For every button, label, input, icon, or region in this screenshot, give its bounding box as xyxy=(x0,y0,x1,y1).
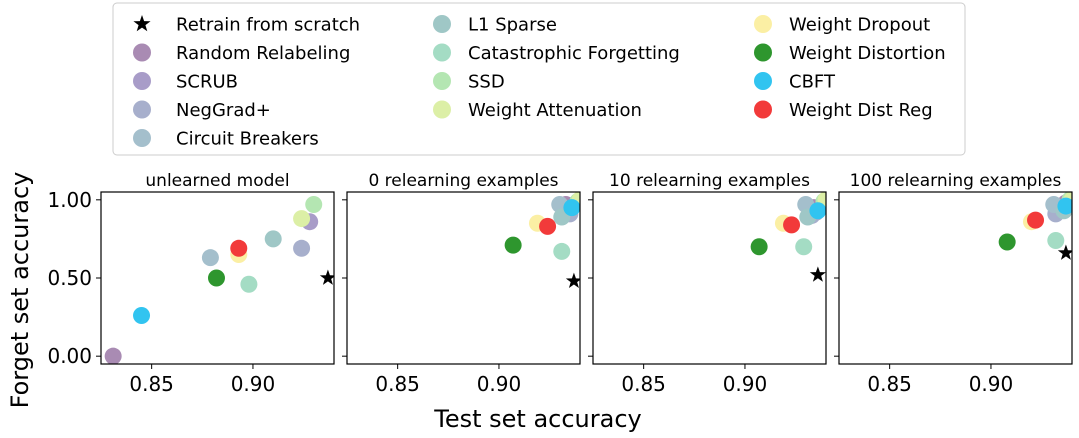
point-neggrad xyxy=(293,239,311,257)
legend-marker xyxy=(133,129,151,147)
point-weight-distortion xyxy=(750,238,768,256)
y-axis-label: Forget set accuracy xyxy=(6,172,34,409)
panel-title: 0 relearning examples xyxy=(368,171,558,191)
point-cbft xyxy=(1057,197,1072,215)
legend-item-retrain-from-scratch: Retrain from scratch xyxy=(133,15,360,36)
point-cbft xyxy=(133,307,151,325)
y-tick-label: 0.00 xyxy=(47,344,92,368)
panel-title: 10 relearning examples xyxy=(609,171,810,191)
point-weight-dist-reg xyxy=(539,217,557,235)
legend-marker xyxy=(754,15,772,33)
legend-item-neggrad: NegGrad+ xyxy=(133,100,271,121)
point-weight-dist-reg xyxy=(230,239,248,257)
legend-item-circuit-breakers: Circuit Breakers xyxy=(133,129,319,150)
x-tick-label: 0.85 xyxy=(867,372,912,396)
point-retrain-from-scratch xyxy=(1057,244,1072,260)
y-tick-label: 0.50 xyxy=(47,266,92,290)
panel-10-relearning-examples: 10 relearning examples 0.85 0.90 xyxy=(588,171,827,396)
point-catastrophic-forgetting xyxy=(553,242,571,260)
legend-label: Circuit Breakers xyxy=(176,129,319,150)
panel-unlearned-model: unlearned model 0.85 0.90 0.00 0.50 1.00 xyxy=(47,171,335,396)
x-tick-label: 0.85 xyxy=(375,372,420,396)
legend-label: Retrain from scratch xyxy=(176,15,360,36)
point-weight-distortion xyxy=(998,233,1016,251)
points xyxy=(504,192,580,288)
legend-marker xyxy=(133,72,151,90)
legend-label: Random Relabeling xyxy=(176,43,350,64)
legend-item-catastrophic-forgetting: Catastrophic Forgetting xyxy=(433,43,680,64)
legend-label: NegGrad+ xyxy=(176,100,271,121)
legend-label: Catastrophic Forgetting xyxy=(468,43,680,64)
panel-0-relearning-examples: 0 relearning examples 0.85 0.90 xyxy=(342,171,581,396)
point-retrain-from-scratch xyxy=(809,266,826,282)
points xyxy=(998,192,1072,260)
legend-item-weight-dropout: Weight Dropout xyxy=(754,15,930,36)
legend-item-scrub: SCRUB xyxy=(133,72,238,93)
panel-title: 100 relearning examples xyxy=(850,171,1062,191)
legend-item-cbft: CBFT xyxy=(754,72,836,93)
x-tick-label: 0.85 xyxy=(621,372,666,396)
legend-label: Weight Dropout xyxy=(789,15,930,36)
point-catastrophic-forgetting xyxy=(240,275,258,293)
point-weight-attenuation xyxy=(293,210,311,228)
legend-marker xyxy=(754,100,772,119)
legend-frame xyxy=(112,2,966,156)
legend-marker xyxy=(754,43,772,62)
legend-label: Weight Attenuation xyxy=(468,100,642,121)
point-cbft xyxy=(809,202,826,220)
x-tick-label: 0.85 xyxy=(129,372,174,396)
legend-item-weight-dist-reg: Weight Dist Reg xyxy=(754,100,933,121)
point-weight-distortion xyxy=(504,236,522,254)
point-random-relabeling xyxy=(104,347,122,364)
legend-marker xyxy=(433,15,451,33)
x-tick-label: 0.90 xyxy=(231,372,276,396)
point-weight-dist-reg xyxy=(783,216,801,234)
legend-label: CBFT xyxy=(789,72,836,93)
legend-marker xyxy=(433,72,451,90)
legend-marker xyxy=(433,100,451,119)
point-weight-distortion xyxy=(207,269,225,287)
point-retrain-from-scratch xyxy=(319,269,334,285)
legend-label: SCRUB xyxy=(176,72,238,93)
legend: Retrain from scratch Random Relabeling SCR… xyxy=(112,2,966,156)
point-cbft xyxy=(563,199,580,217)
panels: unlearned model 0.85 0.90 0.00 0.50 1.00 0 rel… xyxy=(47,171,1073,396)
panel-title: unlearned model xyxy=(145,171,289,191)
legend-marker xyxy=(133,100,151,119)
points xyxy=(104,196,334,364)
legend-marker xyxy=(433,43,451,62)
panel-frame xyxy=(346,191,581,365)
legend-label: L1 Sparse xyxy=(468,15,557,36)
point-catastrophic-forgetting xyxy=(1047,231,1065,249)
x-tick-label: 0.90 xyxy=(477,372,522,396)
legend-label: Weight Distortion xyxy=(789,43,946,64)
legend-item-ssd: SSD xyxy=(433,72,505,93)
point-l1-sparse xyxy=(264,230,282,248)
x-axis-label: Test set accuracy xyxy=(433,405,641,433)
legend-marker xyxy=(133,43,151,62)
points xyxy=(750,192,826,282)
legend-label: Weight Dist Reg xyxy=(789,100,933,121)
legend-item-weight-attenuation: Weight Attenuation xyxy=(433,100,642,121)
legend-item-weight-distortion: Weight Distortion xyxy=(754,43,946,64)
legend-label: SSD xyxy=(468,72,505,93)
y-tick-label: 1.00 xyxy=(47,188,92,212)
panel-100-relearning-examples: 100 relearning examples 0.85 0.90 xyxy=(834,171,1073,396)
x-tick-label: 0.90 xyxy=(723,372,768,396)
legend-item-l1-sparse: L1 Sparse xyxy=(433,15,557,36)
legend-marker xyxy=(754,72,772,90)
legend-marker-star xyxy=(133,15,151,32)
point-ssd xyxy=(305,196,323,214)
legend-item-random-relabeling: Random Relabeling xyxy=(133,43,350,64)
x-tick-label: 0.90 xyxy=(969,372,1014,396)
point-retrain-from-scratch xyxy=(565,272,580,288)
point-catastrophic-forgetting xyxy=(795,238,813,256)
point-weight-dist-reg xyxy=(1027,211,1045,229)
point-circuit-breakers xyxy=(201,249,219,267)
